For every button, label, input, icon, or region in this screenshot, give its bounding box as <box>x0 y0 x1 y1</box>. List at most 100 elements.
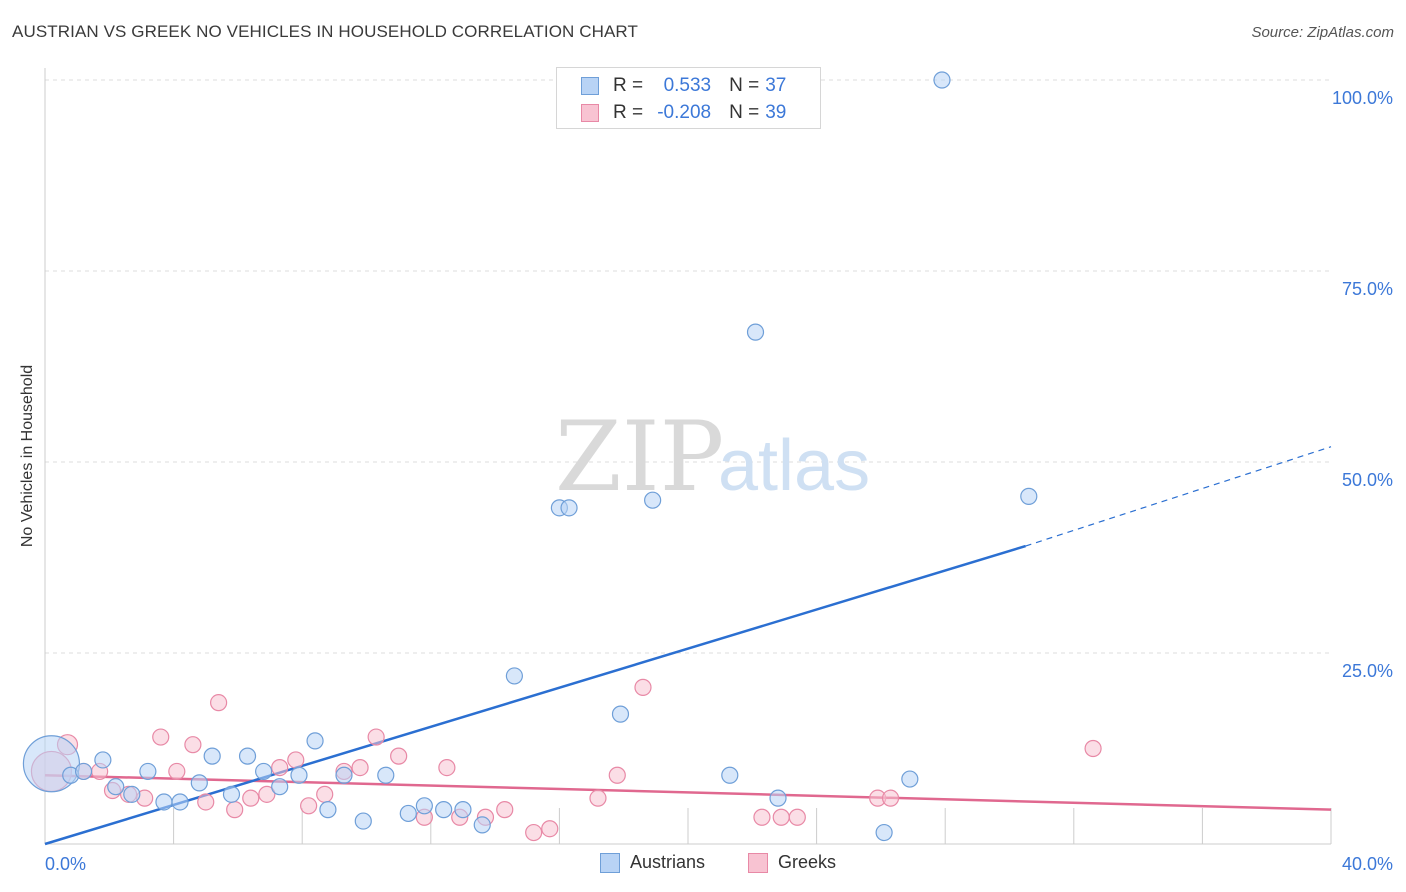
austrians-point <box>335 766 353 784</box>
austrians-point <box>769 789 787 807</box>
r-label: R = <box>613 75 644 96</box>
n-value: 37 <box>765 75 787 96</box>
austrians-point <box>1020 487 1038 505</box>
austrians-point <box>560 499 578 517</box>
greeks-point <box>351 758 369 777</box>
austrians-point <box>319 801 337 819</box>
x-tick-label-max: 40.0% <box>1342 854 1393 874</box>
austrians-point <box>190 774 208 792</box>
greeks-swatch <box>581 104 599 122</box>
gridlines <box>45 79 1331 654</box>
y-tick-label: 100.0% <box>1332 88 1393 108</box>
austrians-point <box>746 323 765 341</box>
greeks-point <box>589 789 607 807</box>
austrians-point <box>901 770 919 788</box>
austrians-point <box>399 804 417 823</box>
axes <box>44 68 1332 845</box>
legend-row-austrians: R = 0.533 N = 37 <box>581 73 786 99</box>
greeks-point <box>168 762 186 781</box>
austrians-point <box>271 778 289 796</box>
series-legend: Austrians Greeks <box>0 852 1406 876</box>
austrians-point <box>155 793 173 811</box>
austrians-trend-extension <box>1025 446 1332 547</box>
legend-austrians-label: Austrians <box>630 852 706 872</box>
legend-austrians: Austrians <box>600 852 705 873</box>
n-value: 39 <box>765 102 787 123</box>
austrians-point <box>473 816 491 834</box>
austrians-point <box>94 751 112 769</box>
greeks-point <box>242 789 260 807</box>
y-tick-labels: 25.0% 50.0% 75.0% 100.0% <box>1332 88 1393 681</box>
austrians-point <box>415 797 433 815</box>
greeks-point <box>152 728 170 746</box>
austrians-point <box>454 801 472 819</box>
austrians-point <box>377 766 395 784</box>
austrians-swatch <box>581 77 599 95</box>
austrians-point <box>505 667 523 685</box>
austrians-point <box>74 762 93 781</box>
watermark-zip: ZIP <box>555 401 724 513</box>
watermark: ZIP atlas <box>555 401 870 513</box>
source-label: Source: ZipAtlas.com <box>1251 24 1394 41</box>
greeks-point <box>316 785 334 803</box>
greeks-point <box>271 758 289 777</box>
austrians-point <box>238 747 257 765</box>
greeks-point <box>496 801 514 819</box>
greeks-point <box>1084 739 1102 758</box>
austrians-point <box>255 762 273 781</box>
austrians-point <box>222 785 241 803</box>
austrians-point <box>139 762 157 781</box>
austrians-point <box>644 491 662 509</box>
austrians-point <box>721 766 739 784</box>
austrians-point <box>123 785 141 803</box>
greeks-point <box>210 694 228 712</box>
r-label: R = <box>613 102 644 123</box>
austrians-point <box>933 71 951 89</box>
austrians-point <box>203 747 221 765</box>
austrians-point <box>611 705 630 723</box>
greeks-point <box>438 758 456 777</box>
greeks-point <box>608 766 626 784</box>
greeks-point <box>300 797 318 815</box>
r-value: -0.208 <box>657 102 712 123</box>
greeks-point <box>788 808 806 826</box>
austrians-point <box>107 778 125 796</box>
austrians-points <box>22 71 1038 842</box>
austrians-point <box>435 801 453 819</box>
legend-greeks: Greeks <box>748 852 836 873</box>
austrians-point <box>306 732 324 750</box>
austrians-point <box>354 812 372 830</box>
n-label: N = <box>729 75 760 96</box>
greeks-points <box>30 678 1102 842</box>
greeks-point <box>287 751 305 769</box>
austrians-swatch <box>600 852 620 873</box>
greeks-point <box>184 736 202 754</box>
x-tick-labels: 0.0% 40.0% <box>45 854 1393 874</box>
greeks-point <box>634 678 652 696</box>
greeks-point <box>390 747 408 765</box>
greeks-point <box>367 728 385 746</box>
austrians-point <box>875 823 893 842</box>
legend-row-greeks: R = -0.208 N = 39 <box>581 100 786 126</box>
watermark-atlas: atlas <box>718 426 870 506</box>
greeks-point <box>258 785 276 803</box>
r-value: 0.533 <box>663 75 712 96</box>
greeks-point <box>753 808 771 826</box>
austrians-point <box>290 766 308 784</box>
y-tick-label: 25.0% <box>1342 661 1393 681</box>
chart-title: AUSTRIAN VS GREEK NO VEHICLES IN HOUSEHO… <box>12 22 638 41</box>
greeks-point <box>772 808 790 826</box>
greeks-point <box>226 801 244 819</box>
greeks-point <box>881 789 900 807</box>
n-label: N = <box>729 102 760 123</box>
greeks-swatch <box>748 852 768 873</box>
greeks-trend-line <box>44 773 1332 811</box>
greeks-point <box>525 823 543 842</box>
greeks-point <box>197 793 215 811</box>
legend-greeks-label: Greeks <box>778 852 837 872</box>
austrians-point <box>171 793 189 811</box>
y-tick-label: 75.0% <box>1342 279 1393 299</box>
y-tick-label: 50.0% <box>1342 470 1393 490</box>
greeks-point <box>541 820 559 838</box>
